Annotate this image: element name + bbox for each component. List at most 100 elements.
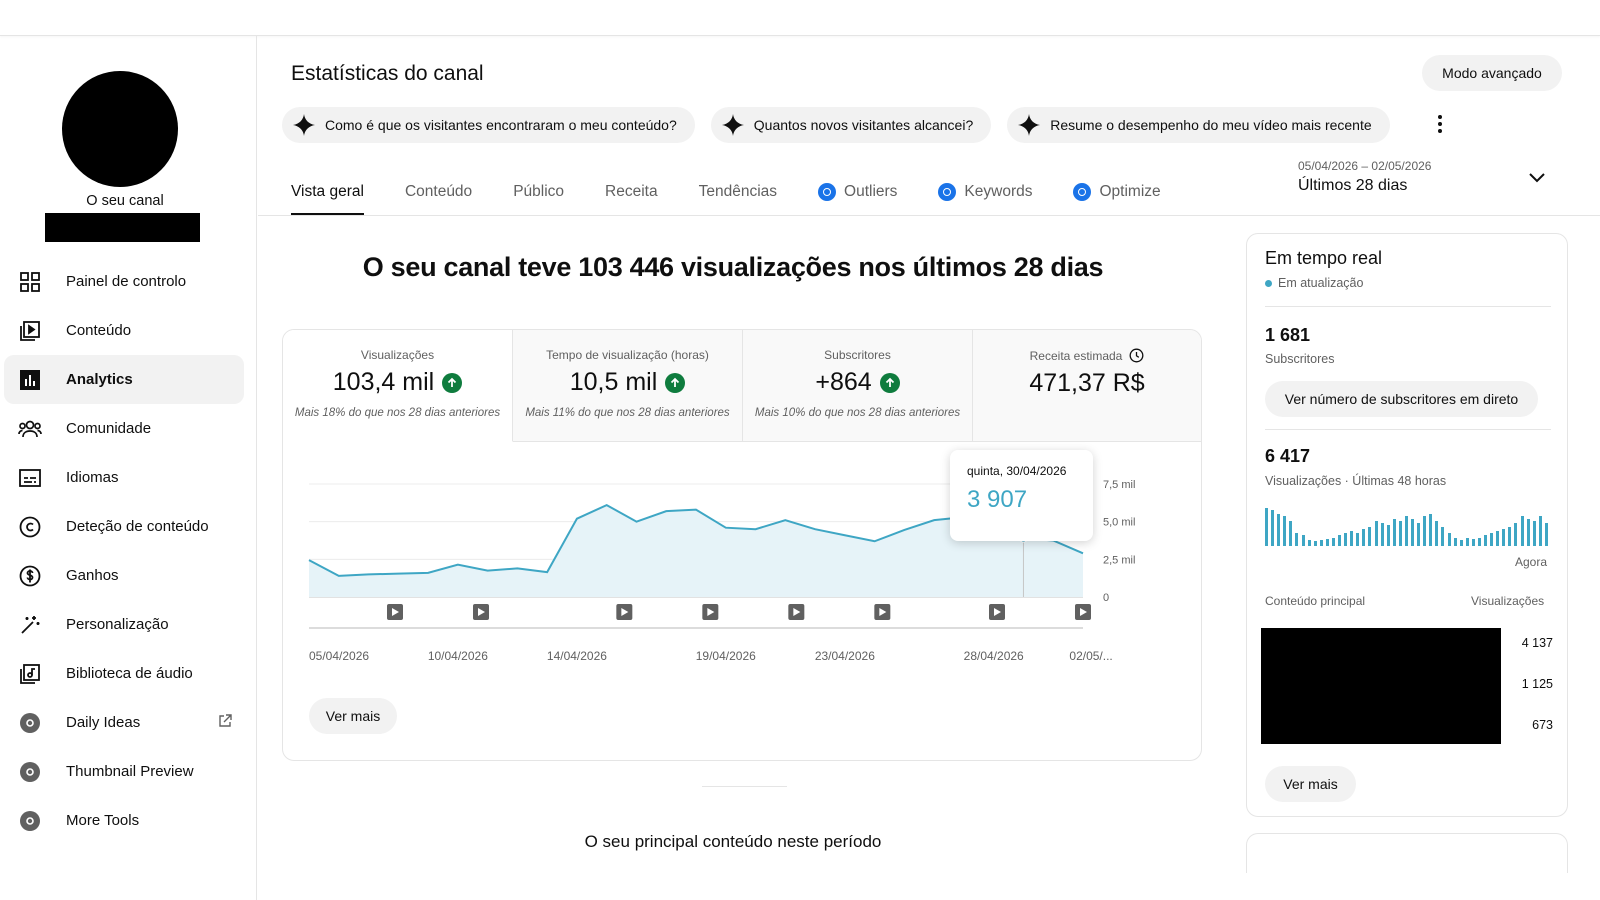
sidebar-item-audio-library[interactable]: Biblioteca de áudio <box>4 649 244 698</box>
sidebar-item-languages[interactable]: Idiomas <box>4 453 244 502</box>
advanced-mode-button[interactable]: Modo avançado <box>1422 55 1562 91</box>
metric-value-row: 103,4 mil <box>283 368 512 397</box>
date-range-selector[interactable]: 05/04/2026 – 02/05/2026 Últimos 28 dias <box>1298 159 1558 195</box>
see-more-button[interactable]: Ver mais <box>309 698 397 734</box>
sidebar-item-label: Painel de controlo <box>66 273 187 290</box>
vidiq-icon <box>18 760 42 784</box>
top-content-views: 1 125 <box>1521 677 1553 691</box>
hourly-view-bar <box>1386 524 1390 546</box>
sidebar-item-dashboard[interactable]: Painel de controlo <box>4 257 244 306</box>
metric-views[interactable]: Visualizações 103,4 mil Mais 18% do que … <box>283 330 513 442</box>
hourly-view-bar <box>1319 539 1323 546</box>
tab-outliers[interactable]: Outliers <box>818 168 897 216</box>
chip-label: Quantos novos visitantes alcancei? <box>753 117 974 133</box>
sidebar-item-thumbnail-preview[interactable]: Thumbnail Preview <box>4 747 244 796</box>
metric-value: 471,37 R$ <box>1029 369 1145 397</box>
clock-icon <box>1129 348 1144 363</box>
tab-audience[interactable]: Público <box>513 168 564 216</box>
sidebar-item-label: Daily Ideas <box>66 714 141 731</box>
sidebar-item-analytics[interactable]: Analytics <box>4 355 244 404</box>
hourly-view-bar <box>1398 520 1402 546</box>
tab-revenue[interactable]: Receita <box>605 168 658 216</box>
sidebar-item-community[interactable]: Comunidade <box>4 404 244 453</box>
tab-label: Tendências <box>698 183 778 200</box>
realtime-see-more-button[interactable]: Ver mais <box>1265 766 1356 802</box>
vidiq-icon <box>18 809 42 833</box>
analytics-tabs: Vista geral Conteúdo Público Receita Ten… <box>291 168 1202 216</box>
realtime-subscribers-value: 1 681 <box>1265 325 1311 345</box>
tab-optimize[interactable]: Optimize <box>1073 168 1161 216</box>
hourly-view-bar <box>1538 516 1542 546</box>
metric-comparison: Mais 10% do que nos 28 dias anteriores <box>754 407 961 419</box>
sparkle-icon <box>721 114 744 136</box>
hourly-view-bar <box>1265 508 1268 546</box>
sidebar-item-content-detection[interactable]: Deteção de conteúdo <box>4 502 244 551</box>
sidebar-item-label: Ganhos <box>66 567 119 584</box>
metric-watch-time[interactable]: Tempo de visualização (horas) 10,5 mil M… <box>513 330 743 442</box>
top-content-header: Conteúdo principal <box>1265 594 1366 608</box>
suggestion-chip[interactable]: Resume o desempenho do meu vídeo mais re… <box>1007 107 1390 143</box>
metric-value-row: +864 <box>743 368 972 397</box>
x-tick-label: 19/04/2026 <box>696 649 756 663</box>
sidebar-item-customization[interactable]: Personalização <box>4 600 244 649</box>
more-options-icon[interactable] <box>1430 112 1450 136</box>
hourly-view-bar <box>1508 527 1512 546</box>
hourly-view-bar <box>1544 522 1548 546</box>
metric-revenue[interactable]: Receita estimada 471,37 R$ <box>973 330 1201 442</box>
arrow-up-icon <box>665 372 686 393</box>
community-icon <box>18 417 42 441</box>
top-content-title: O seu principal conteúdo neste período <box>584 832 882 851</box>
x-tick-label: 02/05/... <box>1069 649 1112 663</box>
metric-subscribers[interactable]: Subscritores +864 Mais 10% do que nos 28… <box>743 330 973 442</box>
hourly-view-bar <box>1465 537 1469 546</box>
sidebar-item-label: Comunidade <box>66 420 152 437</box>
chevron-down-icon[interactable] <box>1528 172 1546 184</box>
hourly-view-bar <box>1496 531 1500 546</box>
sidebar-item-more-tools[interactable]: More Tools <box>4 796 244 845</box>
sidebar-nav: Painel de controlo Conteúdo Analytics Co… <box>4 257 244 845</box>
hourly-view-bar <box>1368 527 1372 546</box>
suggestion-chip[interactable]: Quantos novos visitantes alcancei? <box>710 107 992 143</box>
hourly-view-bar <box>1338 535 1342 546</box>
metric-label: Receita estimada <box>1029 348 1123 363</box>
sidebar-item-label: Personalização <box>66 616 169 633</box>
metric-value: 103,4 mil <box>332 368 435 396</box>
ai-suggestion-chips: Como é que os visitantes encontraram o m… <box>282 107 1390 143</box>
hourly-view-bar <box>1526 518 1530 546</box>
video-marker-play <box>392 608 399 616</box>
x-tick-label: 10/04/2026 <box>428 649 488 663</box>
realtime-views-label: Visualizações · Últimas 48 horas <box>1265 474 1447 488</box>
hourly-view-bar <box>1362 529 1366 546</box>
sidebar-item-label: Biblioteca de áudio <box>66 665 193 682</box>
suggestion-chip[interactable]: Como é que os visitantes encontraram o m… <box>282 107 695 143</box>
vidiq-icon <box>938 183 957 201</box>
content-icon <box>18 319 42 343</box>
tab-keywords[interactable]: Keywords <box>938 168 1032 216</box>
section-divider <box>702 786 787 787</box>
subtitles-icon <box>18 466 42 490</box>
copyright-icon <box>18 515 42 539</box>
sidebar-item-daily-ideas[interactable]: Daily Ideas <box>4 698 244 747</box>
tab-label: Optimize <box>1099 183 1161 200</box>
channel-avatar[interactable] <box>62 71 178 187</box>
tab-overview[interactable]: Vista geral <box>291 168 364 216</box>
tab-trends[interactable]: Tendências <box>699 168 777 216</box>
top-content-thumbnails-redacted[interactable] <box>1261 628 1501 744</box>
x-tick-label: 28/04/2026 <box>964 649 1024 663</box>
hourly-view-bar <box>1271 510 1275 546</box>
metric-label: Subscritores <box>824 348 891 362</box>
live-subscriber-count-button[interactable]: Ver número de subscritores em direto <box>1265 381 1538 417</box>
video-marker-play <box>879 608 887 616</box>
channel-name-redacted <box>45 213 200 242</box>
sidebar-item-earnings[interactable]: Ganhos <box>4 551 244 600</box>
tab-content[interactable]: Conteúdo <box>405 168 472 216</box>
video-marker-play <box>793 608 801 616</box>
metric-value: 10,5 mil <box>569 368 658 396</box>
tab-label: Vista geral <box>291 183 364 200</box>
hourly-views-bars[interactable] <box>1265 508 1551 546</box>
overview-card: Visualizações 103,4 mil Mais 18% do que … <box>282 329 1202 761</box>
hourly-view-bar <box>1289 520 1293 546</box>
sparkle-icon <box>293 114 315 136</box>
sidebar-item-content[interactable]: Conteúdo <box>4 306 244 355</box>
tabs-divider <box>258 215 1600 216</box>
